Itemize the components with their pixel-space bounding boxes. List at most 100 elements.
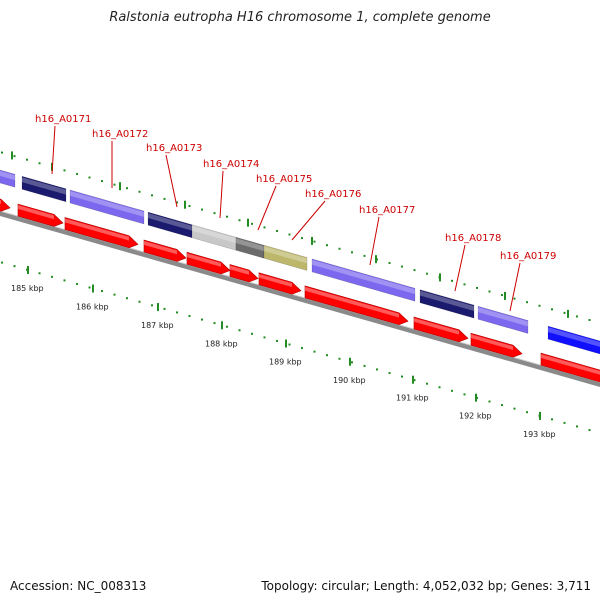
outer-tick-dot: [326, 244, 328, 247]
outer-tick-dot: [338, 247, 341, 250]
scale-tick-dot: [501, 404, 503, 407]
outer-tick-dot: [401, 265, 403, 268]
scale-tick-dot: [88, 286, 91, 289]
scale-tick-dot: [76, 282, 78, 285]
outer-tick-dot: [363, 254, 366, 257]
outer-tick-dot: [126, 187, 128, 190]
scale-tick-dot: [576, 425, 578, 428]
cog-bar-left-edge[interactable]: [0, 167, 16, 188]
cog-bar-h16-a0177-shine: [312, 259, 415, 295]
kbp-label: 188 kbp: [205, 339, 238, 348]
scale-tick-dot: [301, 347, 303, 350]
gene-leader-line: [509, 262, 521, 312]
cds-arrow-right-edge[interactable]: [540, 352, 600, 383]
outer-tick-dot: [388, 262, 391, 265]
gene-leader-line: [165, 154, 178, 208]
outer-tick-dot: [76, 172, 78, 175]
gene-label-h16-a0179[interactable]: h16_A0179: [500, 251, 556, 262]
gene-label-h16-a0171[interactable]: h16_A0171: [35, 114, 91, 125]
accession-text: Accession: NC_008313: [10, 579, 147, 593]
kbp-label: 187 kbp: [141, 321, 174, 330]
cds-arrow-h16-a0175[interactable]: [229, 264, 259, 283]
cog-bar-right-edge[interactable]: [547, 325, 600, 357]
cog-bar-h16-a0176-shine: [264, 246, 307, 264]
gene-label-h16-a0172[interactable]: h16_A0172: [92, 129, 148, 140]
map-title: Ralstonia eutropha H16 chromosome 1, com…: [109, 10, 491, 25]
outer-tick-dot: [276, 229, 278, 232]
gene-leader-line: [257, 185, 277, 231]
chromosome-backbone: [0, 211, 600, 387]
outer-tick-dot: [101, 180, 103, 183]
cog-bar-h16-a0178-shine: [420, 290, 474, 311]
scale-tick-dot: [226, 325, 228, 328]
scale-tick-dot: [413, 379, 416, 382]
gene-leader-line: [454, 244, 466, 292]
cds-arrow-h16-a0179[interactable]: [470, 332, 523, 358]
cog-bar-h16-a0176[interactable]: [263, 244, 308, 271]
cds-arrow-h16-a0174[interactable]: [186, 251, 231, 275]
outer-tick-dot: [201, 208, 203, 211]
kbp-label: 191 kbp: [396, 394, 429, 403]
scale-tick-dot: [151, 304, 153, 307]
scale-tick-dot: [138, 300, 141, 303]
scale-tick-dot: [513, 407, 516, 410]
genome-summary-text: Topology: circular; Length: 4,052,032 bp…: [261, 579, 591, 593]
scale-tick-dot: [126, 297, 128, 300]
outer-tick-dot: [476, 286, 478, 289]
gene-label-h16-a0174[interactable]: h16_A0174: [203, 159, 259, 170]
outer-tick-dot: [113, 183, 116, 186]
cds-arrow-h16-a0176-shine: [259, 273, 292, 288]
scale-tick-dot: [563, 421, 566, 424]
gene-label-h16-a0177[interactable]: h16_A0177: [359, 205, 415, 216]
outer-tick-dot: [26, 158, 28, 161]
outer-tick-dot: [38, 162, 41, 165]
scale-tick-dot: [276, 339, 278, 342]
cog-bar-h16-a0177[interactable]: [311, 258, 416, 302]
outer-tick-dot: [313, 240, 316, 243]
cog-bar-right-edge-shine: [548, 327, 600, 347]
cds-arrow-left-edge[interactable]: [0, 196, 11, 212]
outer-tick-dot: [351, 251, 353, 254]
scale-tick-dot: [213, 322, 216, 325]
cds-arrow-h16-a0178-shine: [414, 317, 459, 335]
cds-arrow-h16-a0172[interactable]: [64, 217, 139, 249]
scale-tick-dot: [526, 411, 528, 414]
outer-tick-dot: [301, 237, 303, 240]
cds-arrow-h16-a0176[interactable]: [258, 272, 302, 295]
scale-tick-dot: [351, 361, 353, 364]
scale-tick-dot: [101, 290, 103, 293]
outer-tick-dot: [551, 308, 553, 311]
cds-arrow-h16-a0173[interactable]: [143, 239, 187, 262]
outer-tick-dot: [538, 304, 541, 307]
scale-tick-dot: [51, 275, 53, 278]
cog-bar-h16-a0171[interactable]: [21, 175, 67, 203]
outer-tick-dot: [251, 222, 253, 225]
outer-tick-dot: [488, 290, 491, 293]
gene-leader-line: [369, 216, 380, 266]
cds-arrow-h16-a0173-shine: [144, 241, 177, 255]
cog-bar-h16-a0178[interactable]: [419, 289, 475, 319]
cds-arrow-h16-a0179-shine: [471, 334, 513, 351]
scale-tick-dot: [13, 265, 16, 268]
gene-label-h16-a0175[interactable]: h16_A0175: [256, 174, 312, 185]
cds-arrow-h16-a0177[interactable]: [304, 285, 409, 326]
kbp-label: 186 kbp: [76, 303, 109, 312]
cds-arrow-h16-a0178[interactable]: [413, 316, 469, 343]
gene-leader-line: [219, 170, 224, 219]
scale-tick-dot: [588, 429, 591, 432]
gene-label-h16-a0178[interactable]: h16_A0178: [445, 233, 501, 244]
gene-label-h16-a0173[interactable]: h16_A0173: [146, 143, 202, 154]
outer-tick-dot: [263, 226, 266, 229]
cds-arrow-h16-a0171[interactable]: [17, 203, 64, 227]
scale-tick-dot: [326, 354, 328, 357]
outer-tick-dot: [226, 215, 228, 218]
cog-bar-h16-a0179[interactable]: [477, 305, 529, 334]
outer-tick-dot: [288, 233, 291, 236]
scale-tick-dot: [376, 368, 378, 371]
cog-bar-h16-a0175-shine: [236, 238, 264, 252]
outer-tick-dot: [176, 201, 178, 204]
gene-label-h16-a0176[interactable]: h16_A0176: [305, 189, 361, 200]
scale-tick-dot: [488, 400, 491, 403]
cog-bar-h16-a0172[interactable]: [69, 189, 145, 225]
